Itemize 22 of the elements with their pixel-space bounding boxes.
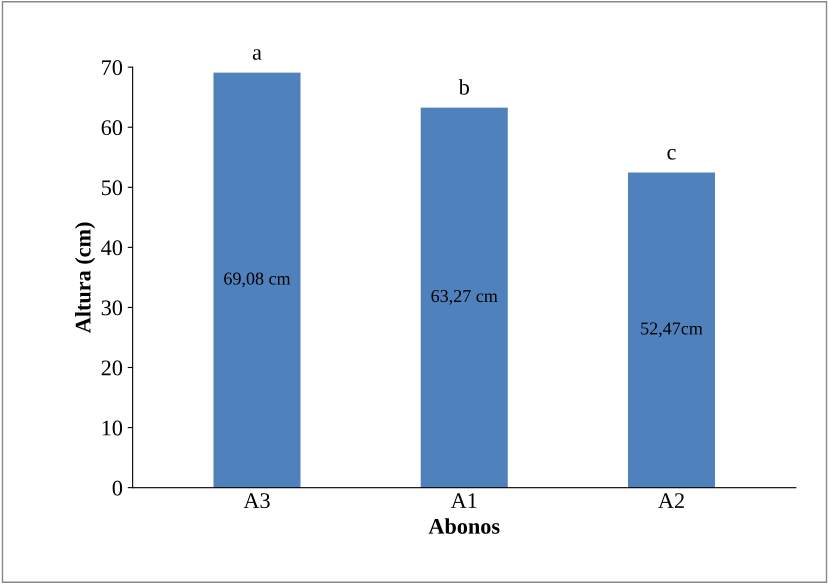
annotation: c [667, 148, 676, 160]
y-tick-label: 10 [102, 420, 122, 436]
data-label: 69,08 cm [224, 272, 290, 288]
x-axis-title: Abonos [428, 518, 500, 534]
x-tick-label: A2 [658, 493, 684, 508]
y-tick-label: 40 [101, 240, 122, 256]
data-label: 63,27 cm [431, 290, 498, 305]
annotation: b [458, 79, 469, 95]
y-tick-label: 20 [102, 360, 122, 376]
annotation: a [252, 49, 262, 60]
x-tick-label: A3 [244, 493, 270, 508]
bar [213, 72, 301, 488]
bar [420, 108, 508, 488]
x-tick-label: A1 [450, 493, 476, 508]
y-tick-label: 50 [102, 180, 122, 196]
y-axis-title: Altura (cm) [74, 222, 96, 334]
data-label: 52,47cm [641, 322, 703, 338]
y-tick-label: 70 [102, 60, 122, 76]
y-tick-label: 30 [102, 300, 122, 316]
bar [628, 172, 716, 488]
y-tick-label: 0 [112, 480, 122, 496]
y-tick-label: 60 [102, 120, 122, 136]
